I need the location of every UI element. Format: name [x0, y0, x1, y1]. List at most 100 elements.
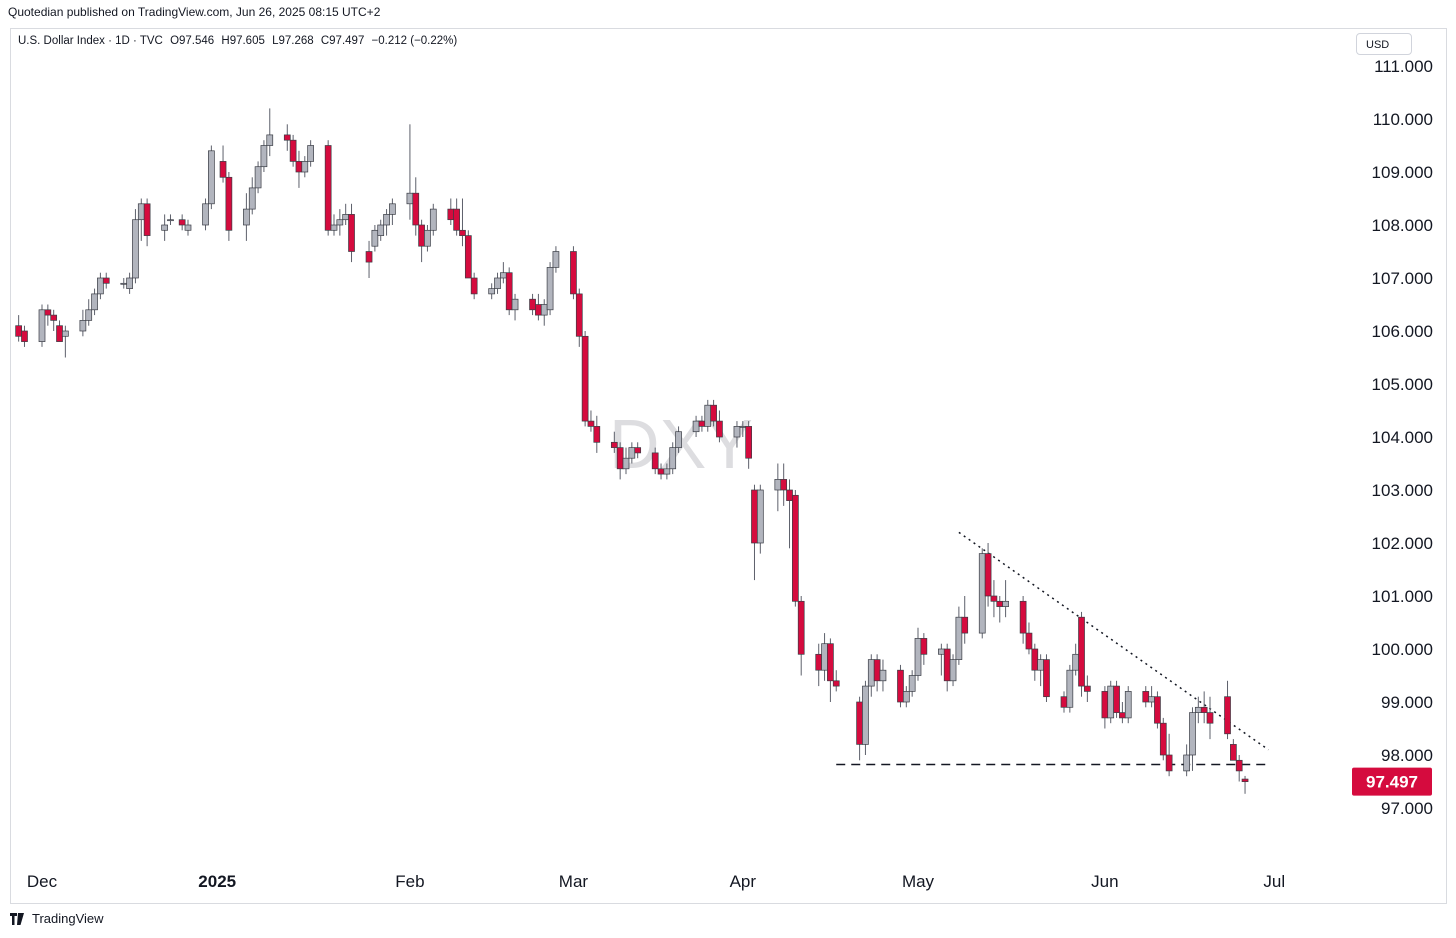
candle: [254, 161, 262, 194]
candle-body-down: [324, 145, 332, 231]
candle: [1060, 691, 1068, 713]
candle-body-down: [295, 161, 303, 173]
candle: [984, 543, 992, 607]
candle-body-down: [447, 208, 455, 221]
candle-body-down: [1113, 685, 1120, 713]
candle-body-down: [453, 208, 460, 231]
candle: [570, 246, 577, 300]
candle: [581, 331, 589, 427]
candle-body-up: [126, 277, 133, 289]
candle-body-down: [792, 494, 799, 602]
candle-body-up: [161, 224, 168, 231]
candle-body-up: [756, 489, 764, 544]
candle-body-down: [1224, 696, 1231, 735]
candle-body-up: [1124, 691, 1132, 719]
candle: [1165, 733, 1173, 777]
candle: [897, 664, 904, 708]
candle: [126, 272, 133, 294]
candle-body-up: [1066, 669, 1074, 708]
time-tick-label: Dec: [27, 872, 58, 891]
candle: [792, 490, 799, 607]
candle: [371, 225, 379, 252]
candle: [873, 654, 881, 692]
candle: [756, 484, 764, 554]
candle-body-up: [978, 553, 986, 634]
candle: [1002, 580, 1009, 618]
candle: [797, 596, 805, 676]
time-tick-label: Apr: [730, 872, 757, 891]
candle: [208, 145, 215, 210]
candle: [780, 463, 788, 506]
candle-body-down: [21, 330, 28, 342]
candle: [786, 479, 793, 549]
candle: [202, 198, 209, 231]
candle: [137, 198, 145, 241]
candle-body-down: [459, 229, 466, 236]
candle-body-down: [897, 669, 904, 703]
price-tick-label: 110.000: [1373, 110, 1433, 129]
candle: [1148, 686, 1155, 708]
legend-change: −0.212 (−0.22%): [371, 35, 458, 47]
candle-body-up: [500, 272, 507, 279]
candle-body-down: [698, 420, 706, 427]
candle: [488, 283, 496, 300]
publisher-text: Quotedian published on TradingView.com, …: [8, 5, 381, 19]
candle-body-down: [797, 600, 805, 655]
candle: [716, 410, 723, 443]
candle-body-down: [505, 272, 513, 311]
candle-body-down: [1200, 706, 1208, 713]
candle: [1084, 675, 1091, 702]
price-tick-label: 97.000: [1381, 799, 1433, 818]
last-price-badge: [1352, 767, 1432, 796]
candle-body-up: [622, 457, 630, 470]
price-tick-label: 108.000: [1372, 216, 1433, 235]
candle-body-up: [552, 251, 560, 268]
candle-body-down: [961, 616, 969, 634]
time-axis: Dec 2025 Feb Mar Apr May Jun Jul: [27, 872, 1285, 891]
candle-body-down: [920, 638, 928, 655]
candle-body-up: [330, 224, 338, 231]
candle-body-down: [143, 203, 151, 236]
price-tick-label: 104.000: [1372, 428, 1433, 447]
candle-body-down: [529, 298, 536, 311]
candle: [821, 633, 828, 681]
candle: [710, 399, 717, 427]
chart-frame[interactable]: [10, 28, 1447, 904]
candle: [1019, 596, 1027, 644]
candle-body-down: [570, 251, 577, 295]
candle: [1142, 686, 1150, 708]
candle: [669, 442, 677, 475]
candle: [283, 124, 291, 151]
candle-body-up: [879, 669, 887, 682]
candle-body-up: [938, 648, 945, 655]
candle-body-down: [984, 553, 992, 597]
candle: [85, 299, 93, 326]
candle-body-up: [91, 293, 98, 311]
candle: [902, 686, 910, 708]
candle-body-down: [593, 426, 601, 443]
candle-body-up: [406, 192, 414, 205]
last-price-marker: 97.497: [1352, 767, 1432, 796]
candle-body-down: [1206, 712, 1214, 724]
candle: [161, 214, 168, 241]
candle: [1037, 654, 1044, 687]
candle-body-down: [751, 489, 758, 544]
candle: [167, 214, 174, 225]
candle-body-down: [943, 648, 951, 682]
candle-body-down: [1060, 696, 1068, 708]
candle-body-down: [634, 447, 642, 454]
candle: [243, 193, 250, 241]
candle: [552, 246, 560, 273]
candle-body-up: [914, 638, 922, 676]
candle-body-down: [412, 192, 420, 226]
currency-button[interactable]: USD: [1356, 33, 1412, 55]
candle: [418, 219, 425, 263]
candle: [961, 596, 969, 644]
candle-body-down: [616, 447, 624, 470]
time-tick-label: May: [902, 872, 935, 891]
candle: [546, 262, 554, 316]
price-tick-label: 101.000: [1372, 587, 1433, 606]
candle: [634, 442, 642, 459]
candle: [529, 293, 536, 316]
